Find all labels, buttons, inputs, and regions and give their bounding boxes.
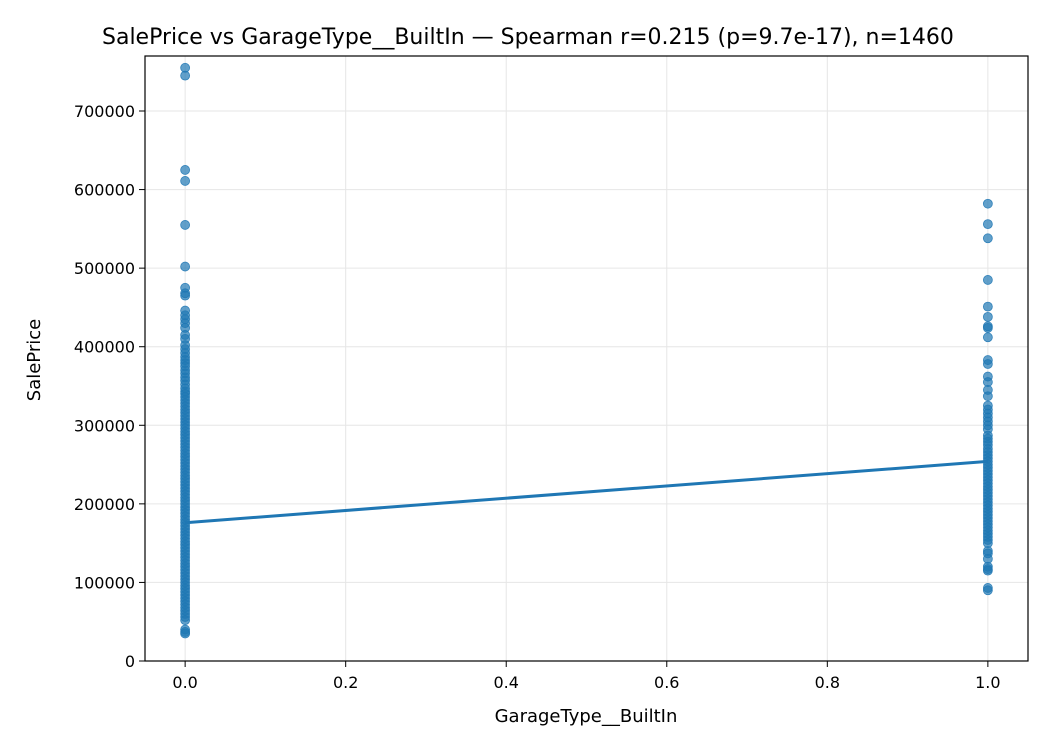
y-tick-label: 600000: [74, 181, 135, 200]
x-axis-label: GarageType__BuiltIn: [495, 706, 678, 727]
x-tick-label: 0.2: [333, 673, 358, 692]
plot-frame: [144, 55, 1029, 662]
data-point: [982, 301, 993, 312]
data-point: [982, 359, 993, 369]
data-point: [982, 275, 993, 285]
y-tick-label: 100000: [74, 573, 135, 592]
data-point: [982, 219, 993, 230]
data-point: [180, 176, 191, 186]
x-tick-label: 0.8: [815, 673, 840, 692]
data-point: [982, 233, 993, 244]
data-point: [982, 391, 993, 402]
data-point: [982, 565, 993, 576]
y-tick-label: 500000: [74, 259, 135, 278]
data-point: [180, 165, 191, 175]
y-tick-label: 300000: [74, 416, 135, 435]
data-point: [180, 628, 191, 639]
y-tick-label: 700000: [74, 102, 135, 121]
y-tick-label: 0: [125, 652, 135, 671]
y-axis-label: SalePrice: [24, 319, 45, 401]
y-tick-label: 200000: [74, 495, 135, 514]
data-point: [982, 311, 993, 322]
data-point: [982, 198, 993, 209]
grid-lines: [145, 56, 1028, 662]
y-axis-ticks: 0 100000 200000 300000 400000 500000 600000 700…: [74, 102, 145, 671]
data-point: [180, 261, 191, 272]
data-point: [180, 70, 191, 81]
data-point: [180, 220, 191, 230]
data-points: [180, 62, 993, 639]
x-tick-label: 0.0: [172, 673, 197, 692]
x-tick-label: 1.0: [975, 673, 1000, 692]
data-point: [180, 615, 191, 626]
trend-line: [185, 459, 988, 525]
data-point: [982, 585, 993, 596]
y-tick-label: 400000: [74, 338, 135, 357]
x-tick-label: 0.6: [654, 673, 679, 692]
trend-line-group: [185, 459, 988, 525]
x-axis-ticks: 0.0 0.2 0.4 0.6 0.8 1.0: [172, 661, 1001, 692]
data-point: [982, 332, 993, 343]
chart-title: SalePrice vs GarageType__BuiltIn — Spear…: [102, 25, 954, 50]
x-tick-label: 0.4: [494, 673, 519, 692]
data-point: [982, 322, 993, 333]
data-point: [180, 290, 191, 301]
